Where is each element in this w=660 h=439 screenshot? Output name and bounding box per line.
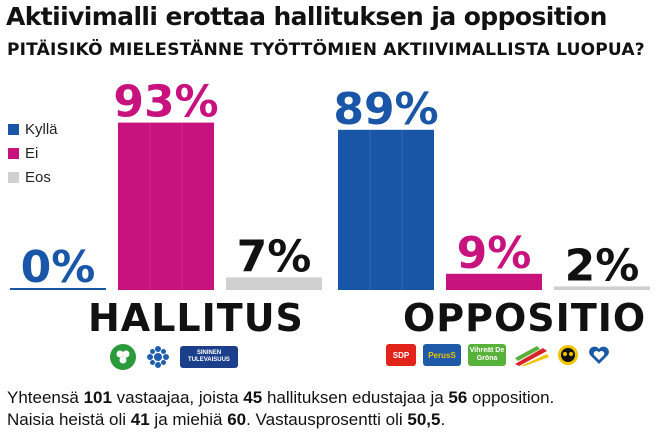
cornflower-icon <box>147 346 169 368</box>
bar-hallitus-ei <box>118 122 214 290</box>
kd-logo <box>587 344 611 366</box>
ps-logo: PerusS <box>423 344 461 366</box>
rkp-logo <box>556 344 580 366</box>
group-label-hallitus: HALLITUS <box>88 296 304 340</box>
data-label-oppositio-eos: 2% <box>565 240 640 291</box>
kesk-logo <box>110 344 136 370</box>
sin-logo: SININEN TULEVAISUUS <box>180 346 238 368</box>
legend-label: Eos <box>25 168 51 186</box>
data-label-hallitus-ei: 93% <box>113 77 218 128</box>
footer-line-2: Naisia heistä oli 41 ja miehiä 60. Vasta… <box>7 410 446 429</box>
legend-item-ei: Ei <box>8 141 58 165</box>
bar-oppositio-eos <box>554 286 650 290</box>
group-label-oppositio: OPPOSITIO <box>403 296 647 340</box>
legend-swatch <box>8 123 19 135</box>
logos-oppositio: SDP PerusS Vihreät De Gröna <box>386 344 611 366</box>
bar-hallitus-eos <box>226 277 322 290</box>
rkp-icon <box>558 345 578 365</box>
legend-item-eos: Eos <box>8 165 58 189</box>
legend-label: Kyllä <box>25 120 58 138</box>
legend-item-kylla: Kyllä <box>8 117 58 141</box>
clover-icon <box>116 350 130 364</box>
bar-chart: 0% 93% 7% 89% 9% 2% <box>10 77 650 293</box>
footer-note: Yhteensä 101 vastaajaa, joista 45 hallit… <box>7 387 554 431</box>
data-label-oppositio-kylla: 89% <box>333 84 438 135</box>
footer-line-1: Yhteensä 101 vastaajaa, joista 45 hallit… <box>7 388 555 407</box>
data-label-hallitus-eos: 7% <box>237 231 312 282</box>
data-label-hallitus-kylla: 0% <box>21 242 96 293</box>
stripes-icon <box>515 346 549 366</box>
chart-title: Aktiivimalli erottaa hallituksen ja oppo… <box>6 2 607 31</box>
legend-swatch <box>8 171 19 183</box>
vas-logo <box>513 344 549 366</box>
logos-hallitus: SININEN TULEVAISUUS <box>110 344 238 370</box>
legend-swatch <box>8 147 19 159</box>
bar-hallitus-kylla <box>10 288 106 290</box>
sdp-logo: SDP <box>386 344 416 366</box>
kok-logo <box>144 346 172 368</box>
chart-subtitle: PITÄISIKÖ MIELESTÄNNE TYÖTTÖMIEN AKTIIVI… <box>7 40 645 60</box>
legend: Kyllä Ei Eos <box>8 117 58 189</box>
legend-label: Ei <box>25 144 39 162</box>
heart-icon <box>589 346 609 364</box>
data-label-oppositio-ei: 9% <box>457 228 532 279</box>
bar-oppositio-ei <box>446 273 542 290</box>
bar-oppositio-kylla <box>338 129 434 290</box>
vihr-logo: Vihreät De Gröna <box>468 344 506 366</box>
